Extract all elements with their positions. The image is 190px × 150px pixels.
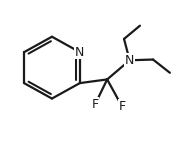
Text: N: N xyxy=(75,46,85,59)
Text: N: N xyxy=(125,54,134,67)
Text: F: F xyxy=(91,98,99,111)
Text: F: F xyxy=(119,100,126,113)
